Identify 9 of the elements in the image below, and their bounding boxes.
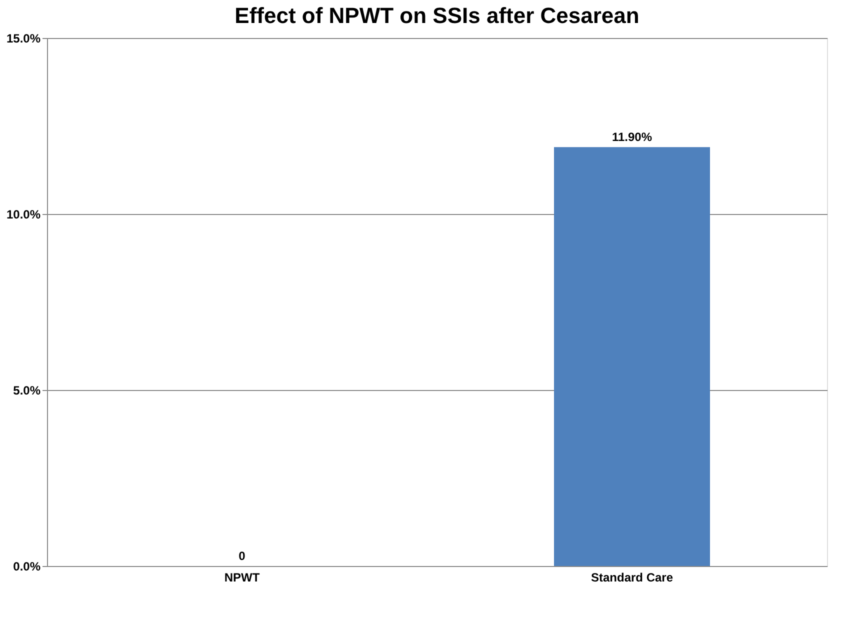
chart-title: Effect of NPWT on SSIs after Cesarean xyxy=(234,3,640,28)
y-tick-label: 5.0% xyxy=(13,384,41,398)
x-tick-label: NPWT xyxy=(224,570,260,584)
y-tick-label: 0.0% xyxy=(13,560,41,574)
y-tick-label: 15.0% xyxy=(6,32,41,46)
data-label: 11.90% xyxy=(612,130,652,144)
y-tick-label: 10.0% xyxy=(6,208,41,222)
x-tick-label: Standard Care xyxy=(590,570,674,584)
data-label: 0 xyxy=(238,549,246,563)
